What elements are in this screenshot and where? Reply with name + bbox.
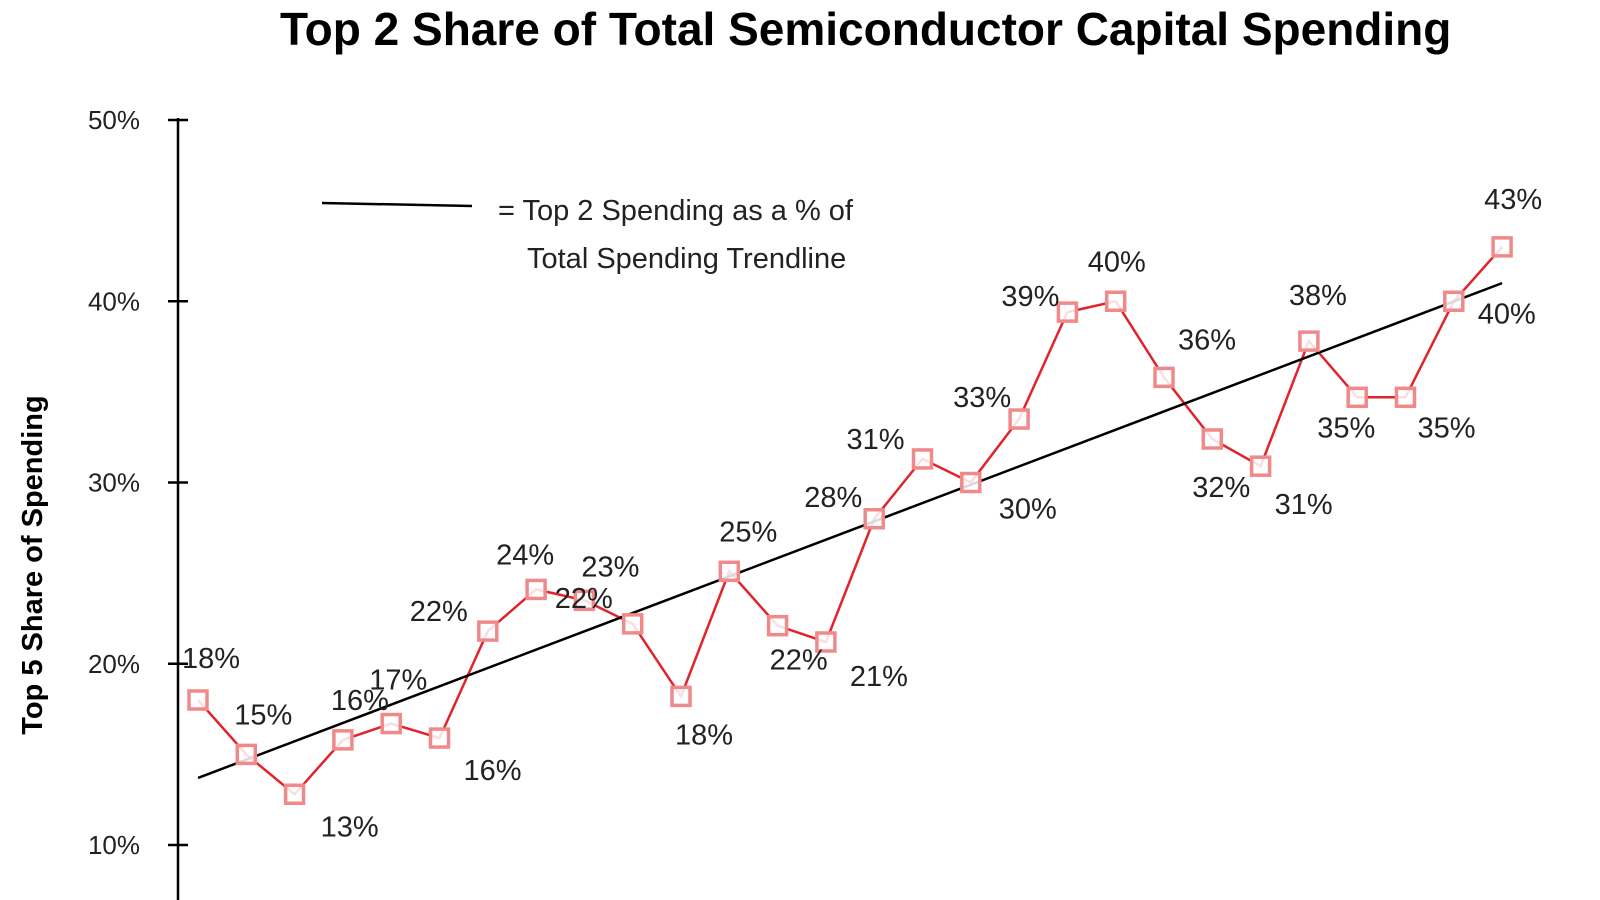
chart-title: Top 2 Share of Total Semiconductor Capit… bbox=[280, 3, 1452, 55]
data-label: 38% bbox=[1289, 280, 1347, 312]
data-point-marker bbox=[1201, 428, 1224, 450]
data-point-marker bbox=[477, 620, 499, 642]
data-point-marker bbox=[911, 448, 934, 470]
data-point-marker bbox=[670, 685, 692, 708]
data-point-marker bbox=[1298, 330, 1320, 352]
y-tick-label: 20% bbox=[88, 649, 140, 679]
data-label: 21% bbox=[850, 661, 908, 693]
data-label: 31% bbox=[847, 424, 905, 456]
series-line bbox=[197, 246, 1504, 797]
data-label: 32% bbox=[1192, 472, 1250, 504]
axis-layer: 10% 20% 30% 40% 50% bbox=[88, 105, 188, 900]
legend-label-line2: Total Spending Trendline bbox=[527, 243, 846, 275]
data-label: 18% bbox=[182, 643, 240, 675]
data-point-marker bbox=[1394, 386, 1417, 409]
data-label: 28% bbox=[804, 482, 862, 514]
data-label: 35% bbox=[1317, 412, 1375, 444]
data-label: 30% bbox=[999, 494, 1057, 526]
y-tick-label: 30% bbox=[88, 468, 140, 498]
data-point-marker bbox=[1491, 236, 1513, 258]
data-point-marker bbox=[621, 613, 644, 635]
data-label: 43% bbox=[1484, 184, 1542, 216]
y-tick-label: 10% bbox=[88, 830, 140, 860]
data-point-marker bbox=[525, 578, 547, 601]
legend-trendline-swatch bbox=[321, 201, 473, 208]
series-layer: 18%15%13%16%17%16%22%24% 23%22%18%25%22%2… bbox=[182, 184, 1542, 843]
data-label: 40% bbox=[1088, 246, 1146, 278]
data-label: 16% bbox=[331, 685, 389, 717]
y-tick-label: 40% bbox=[88, 286, 140, 316]
data-point-marker bbox=[1104, 290, 1127, 312]
data-label: 15% bbox=[234, 699, 292, 731]
data-label: 13% bbox=[321, 811, 379, 843]
data-point-marker bbox=[1346, 386, 1368, 409]
data-label: 36% bbox=[1178, 324, 1236, 356]
data-point-marker bbox=[573, 589, 596, 612]
data-point-marker bbox=[428, 727, 451, 749]
data-label: 39% bbox=[1001, 281, 1059, 313]
y-axis-label: Top 5 Share of Spending bbox=[17, 395, 49, 734]
data-label: 33% bbox=[953, 382, 1011, 414]
data-point-marker bbox=[766, 614, 789, 637]
data-point-marker bbox=[718, 560, 741, 583]
data-point-marker bbox=[1249, 455, 1272, 477]
data-label: 31% bbox=[1275, 489, 1333, 521]
legend: = Top 2 Spending as a % of Total Spendin… bbox=[321, 195, 854, 275]
data-point-marker bbox=[1443, 290, 1465, 312]
data-label: 25% bbox=[719, 516, 777, 548]
data-label: 22% bbox=[770, 645, 828, 677]
data-point-marker bbox=[1153, 366, 1175, 389]
data-label: 40% bbox=[1478, 298, 1536, 330]
data-point-marker bbox=[960, 471, 982, 494]
data-label: 22% bbox=[410, 596, 468, 628]
data-point-marker bbox=[815, 631, 837, 653]
data-label: 16% bbox=[464, 755, 522, 787]
data-label: 22% bbox=[555, 583, 613, 615]
trendline bbox=[197, 281, 1503, 780]
data-point-marker bbox=[235, 743, 258, 766]
data-label: 24% bbox=[496, 539, 554, 571]
data-point-marker bbox=[187, 689, 209, 711]
data-point-marker bbox=[863, 508, 885, 530]
data-label: 18% bbox=[675, 719, 733, 751]
data-label: 35% bbox=[1418, 412, 1476, 444]
data-point-marker bbox=[1008, 408, 1030, 430]
data-point-marker bbox=[380, 712, 402, 735]
data-point-marker bbox=[283, 783, 306, 805]
data-point-marker bbox=[332, 729, 354, 751]
y-tick-label: 50% bbox=[88, 105, 140, 135]
data-label: 23% bbox=[581, 551, 639, 583]
data-point-marker bbox=[1056, 301, 1079, 323]
legend-label-line1: = Top 2 Spending as a % of bbox=[498, 195, 854, 227]
data-label: 17% bbox=[369, 665, 427, 697]
